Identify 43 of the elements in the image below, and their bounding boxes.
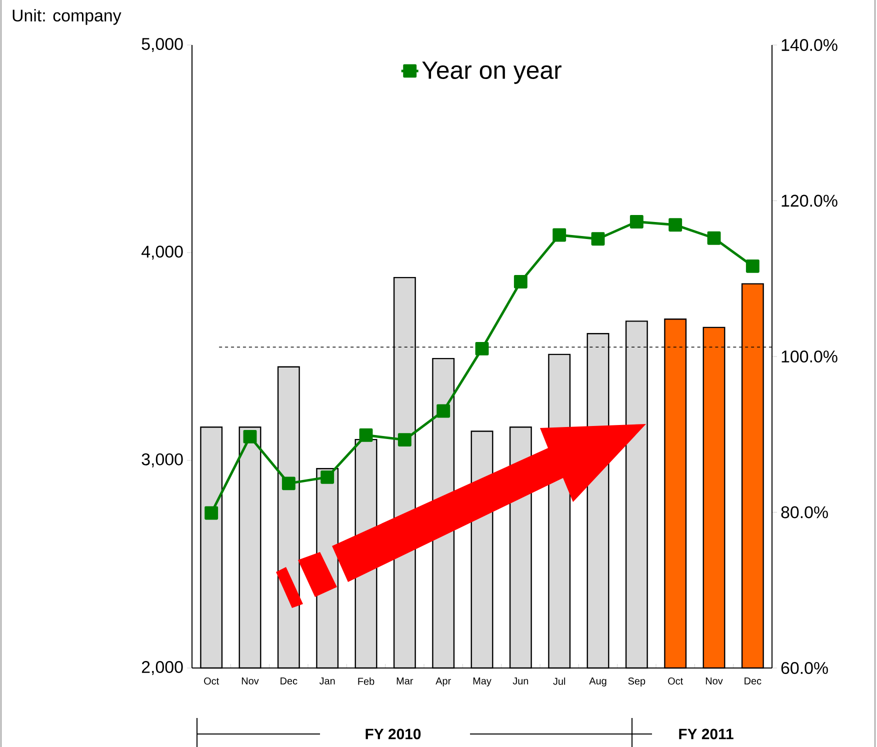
legend-label: Year on year [422, 62, 562, 84]
x-tick-label: Mar [396, 678, 414, 684]
point [359, 428, 373, 442]
y-tick-label: 2,000 [142, 661, 183, 675]
point [630, 215, 644, 228]
text: FY 2010 [366, 728, 421, 740]
x-tick-label: Dec [280, 678, 298, 684]
y-tick-label: 4,000 [141, 246, 183, 260]
point [243, 430, 257, 444]
point [436, 404, 450, 418]
text: FY 2011 [679, 728, 734, 740]
x-tick-label: Dec [744, 678, 762, 684]
y-axis-title: Unit: company [12, 9, 122, 25]
point [320, 470, 334, 484]
point [475, 342, 489, 356]
x-tick-label: Oct [204, 678, 220, 685]
x-tick-label: Nov [242, 678, 259, 684]
y-tick-label: 3,000 [142, 453, 183, 468]
x-tick-label: Jul [553, 678, 566, 685]
y2-tick-label: 80.0% [781, 506, 828, 518]
point [282, 476, 296, 490]
y-tick-label: 5,000 [142, 38, 183, 52]
x-tick-label: Sep [628, 678, 646, 687]
x-tick-label: Jan [319, 678, 335, 684]
point [707, 231, 721, 245]
point [552, 228, 566, 242]
y2-tick-label: 60.0% [781, 662, 828, 674]
point [514, 275, 528, 288]
x-tick-label: May [473, 678, 492, 686]
x-tick-label: Feb [358, 678, 374, 685]
x-tick-label: Jun [512, 678, 528, 684]
point [746, 259, 760, 273]
point [668, 218, 682, 232]
y2-tick-label: 100.0% [782, 350, 838, 362]
y2-tick-label: 120.0% [782, 194, 838, 207]
x-tick-label: Aug [589, 678, 606, 686]
point [204, 506, 218, 520]
x-tick-label: Apr [436, 678, 451, 686]
y2-tick-label: 140.0% [782, 39, 838, 51]
x-tick-label: Oct [668, 678, 684, 685]
point [398, 433, 412, 447]
x-tick-label: Nov [706, 678, 723, 684]
point [591, 232, 605, 246]
